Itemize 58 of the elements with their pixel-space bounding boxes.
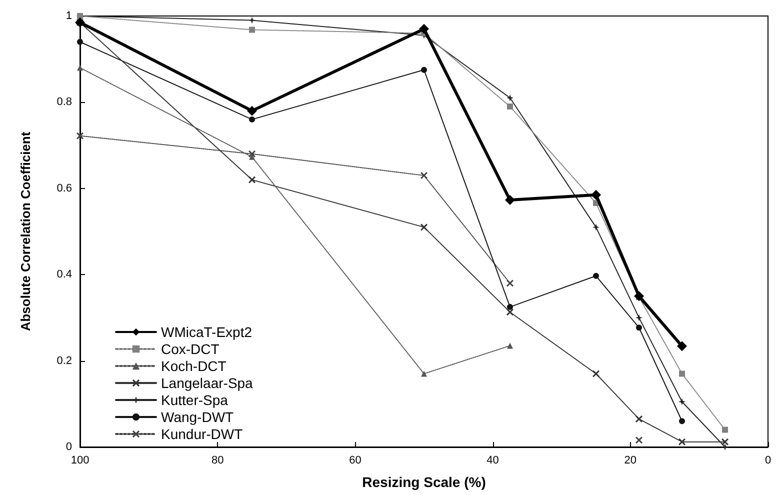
point <box>249 116 255 122</box>
x-tick-label: 40 <box>486 454 499 466</box>
point <box>507 104 513 110</box>
y-tick-label: 0.8 <box>56 96 72 108</box>
point <box>593 272 599 279</box>
y-tick-label: 0.2 <box>56 354 72 367</box>
point <box>592 370 600 378</box>
point <box>722 438 728 446</box>
y-tick-label: 0.6 <box>56 182 72 194</box>
legend-label: Langelaar-Spa <box>161 375 254 391</box>
point <box>506 94 514 102</box>
point <box>249 154 255 160</box>
point <box>247 106 257 116</box>
point <box>636 436 642 444</box>
point <box>507 304 513 310</box>
point <box>507 342 513 349</box>
legend-label: Wang-DWT <box>161 409 234 425</box>
point <box>505 195 515 206</box>
point <box>248 176 256 184</box>
point <box>678 438 686 446</box>
legend-label: Cox-DCT <box>161 341 220 357</box>
point <box>77 64 83 71</box>
point <box>634 291 644 302</box>
point <box>249 26 255 33</box>
point <box>679 370 685 377</box>
point <box>722 426 728 433</box>
point <box>636 314 642 322</box>
x-tick-label: 0 <box>764 454 772 466</box>
x-axis-title: Resizing Scale (%) <box>362 474 486 490</box>
point <box>77 38 83 45</box>
point <box>679 418 685 424</box>
point <box>678 398 686 406</box>
point <box>419 24 429 34</box>
point <box>421 370 427 377</box>
y-tick-label: 0.4 <box>56 268 72 281</box>
legend-label: Kutter-Spa <box>161 392 228 408</box>
x-tick-label: 60 <box>349 454 362 466</box>
point <box>420 172 428 179</box>
y-axis-title: Absolute Correlation Coefficient <box>18 131 33 332</box>
y-tick-label: 1 <box>66 10 72 22</box>
point <box>636 324 642 331</box>
y-tick-label: 0 <box>66 441 72 453</box>
point <box>420 224 428 231</box>
legend-label: Koch-DCT <box>161 358 227 374</box>
point <box>592 224 600 231</box>
point <box>677 341 687 352</box>
point <box>421 66 427 73</box>
point <box>636 415 642 422</box>
x-tick-label: 100 <box>70 454 90 466</box>
point <box>506 280 514 287</box>
point <box>76 132 84 140</box>
point <box>248 16 256 24</box>
point <box>506 308 514 316</box>
x-tick-label: 20 <box>624 454 637 466</box>
x-tick-label: 80 <box>211 454 224 466</box>
point <box>591 190 601 200</box>
legend-label: Kundur-DWT <box>161 426 244 442</box>
legend-label: WMicaT-Expt2 <box>161 324 252 340</box>
